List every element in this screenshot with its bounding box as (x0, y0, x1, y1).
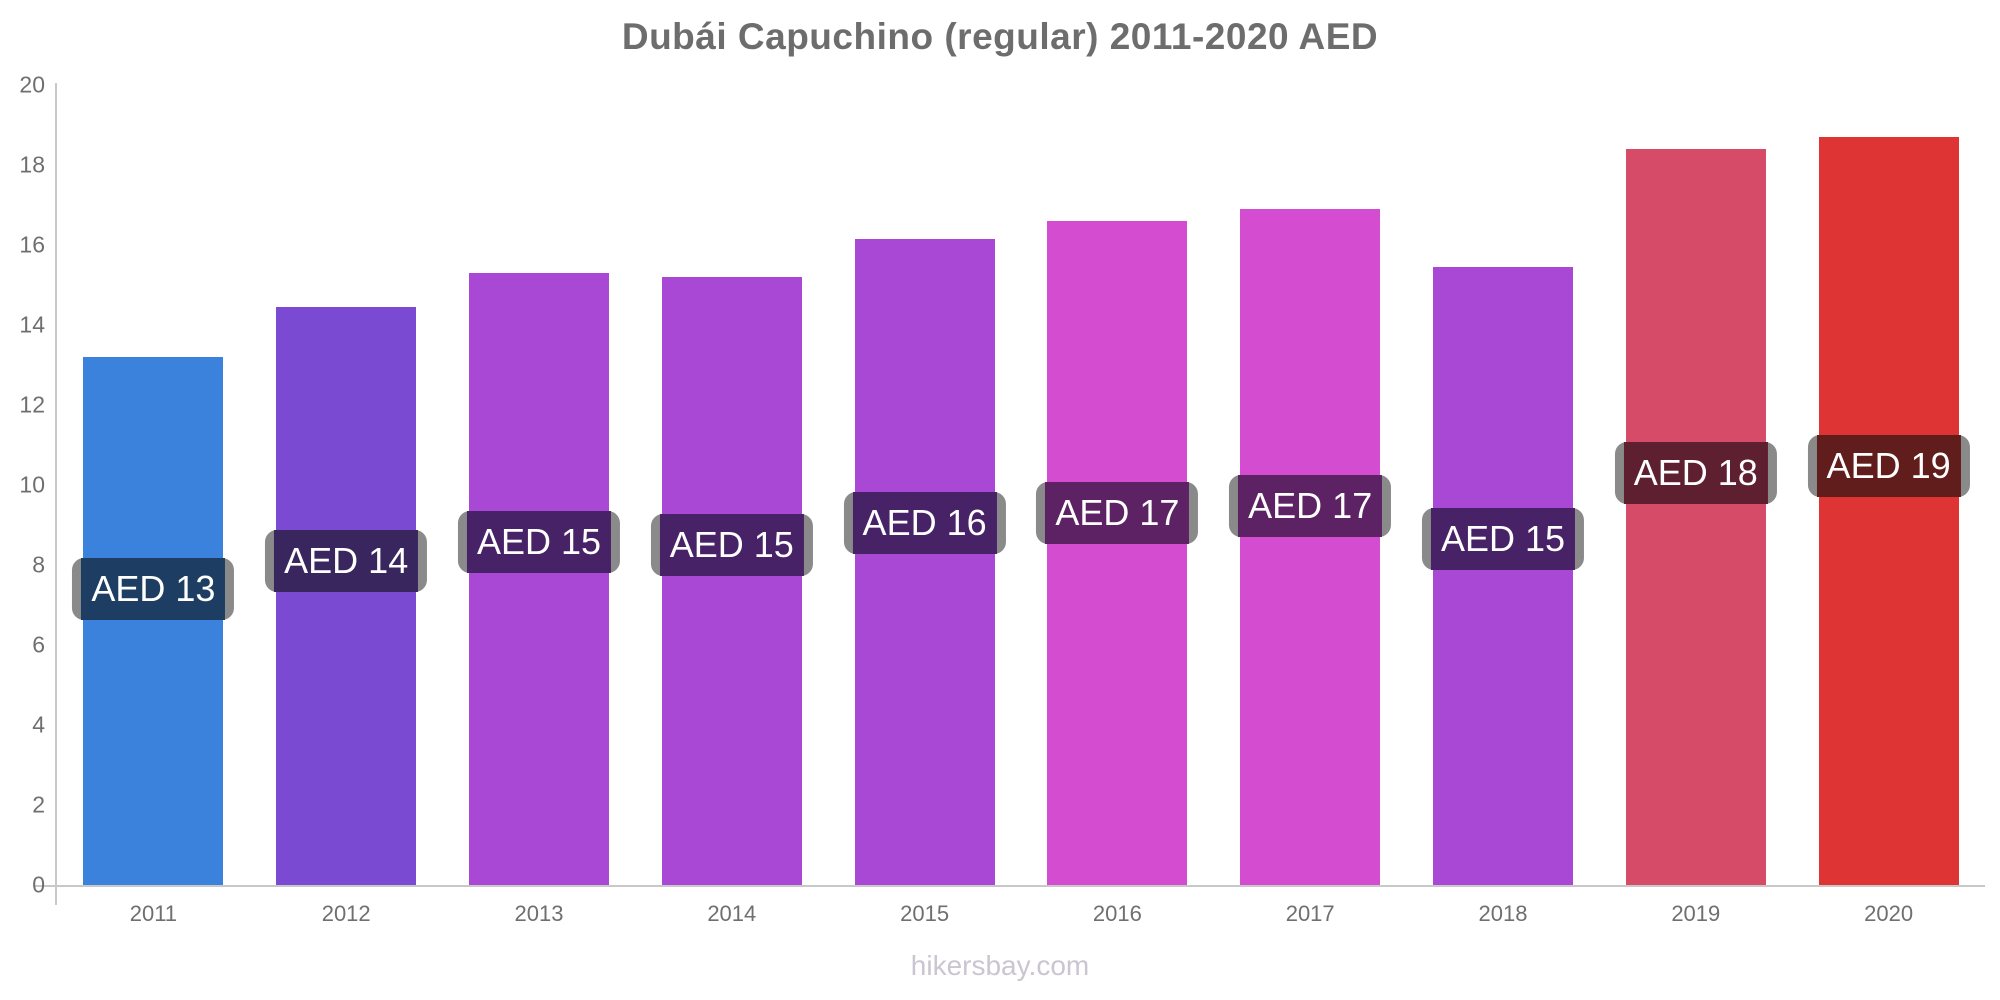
x-tick-label-2011: 2011 (129, 901, 178, 926)
bar-value-text: AED 13 (81, 558, 226, 621)
chart-title: Dubái Capuchino (regular) 2011-2020 AED (621, 16, 1379, 57)
bar-value-label-2014: AED 15 (650, 513, 813, 576)
y-tick-label: 18 (19, 151, 45, 178)
x-tick-label-2020: 2020 (1864, 901, 1914, 926)
bar-value-label-2015: AED 16 (843, 492, 1006, 555)
y-tick-label: 2 (32, 791, 45, 818)
bar-2019 (1625, 149, 1766, 885)
x-tick-label-2012: 2012 (321, 901, 371, 926)
bar-value-text: AED 15 (1430, 507, 1576, 570)
y-tick-label: 20 (19, 71, 45, 98)
watermark: hikersbay.com (910, 950, 1090, 981)
y-tick-label: 14 (19, 311, 45, 338)
y-tick-label: 12 (19, 391, 45, 418)
bar-value-text: AED 18 (1623, 441, 1768, 504)
bar-value-text: AED 15 (466, 511, 612, 574)
bar-2012 (276, 307, 417, 885)
bar-value-label-2018: AED 15 (1421, 507, 1585, 570)
bar-value-label-2016: AED 17 (1036, 482, 1199, 545)
y-tick-label: 4 (32, 711, 45, 738)
bar-2013 (469, 273, 609, 885)
x-axis-line (35, 885, 1985, 887)
bar-value-label-2012: AED 14 (265, 530, 428, 593)
y-tick-label: 0 (32, 871, 45, 898)
y-tick-label: 16 (19, 231, 45, 258)
bar-value-text: AED 19 (1816, 435, 1961, 498)
bar-2018 (1433, 267, 1573, 885)
x-tick-label-2018: 2018 (1478, 901, 1528, 926)
bar-value-label-2013: AED 15 (457, 511, 621, 574)
plot-area: 0 2 4 6 8 10 12 14 16 18 20 AED 13 AED 14 AED 15 AED … (19, 72, 1985, 926)
bar-2020 (1818, 137, 1959, 885)
x-tick-label-2015: 2015 (900, 901, 950, 926)
bar-2011 (83, 357, 224, 885)
bar-value-text: AED 17 (1045, 482, 1190, 545)
bar-2015 (854, 239, 995, 885)
bar-2017 (1240, 209, 1381, 885)
bar-value-label-2011: AED 13 (72, 558, 235, 621)
x-tick-label-2017: 2017 (1285, 901, 1335, 926)
y-tick-label: 10 (19, 471, 45, 498)
bar-value-label-2020: AED 19 (1807, 435, 1970, 498)
bar-value-text: AED 15 (659, 513, 804, 576)
x-tick-label-2019: 2019 (1671, 901, 1721, 926)
bar-value-text: AED 14 (274, 530, 419, 593)
bar-value-text: AED 17 (1238, 475, 1383, 538)
bar-value-text: AED 16 (852, 492, 997, 555)
bar-2016 (1047, 221, 1188, 885)
x-tick-label-2016: 2016 (1092, 901, 1142, 926)
bar-value-label-2017: AED 17 (1229, 475, 1392, 538)
y-tick-label: 8 (32, 551, 45, 578)
y-tick-label: 6 (32, 631, 45, 658)
y-axis-line (55, 83, 57, 905)
x-tick-label-2013: 2013 (514, 901, 564, 926)
bar-2014 (661, 277, 802, 885)
bar-value-label-2019: AED 18 (1614, 441, 1777, 504)
x-tick-label-2014: 2014 (707, 901, 757, 926)
